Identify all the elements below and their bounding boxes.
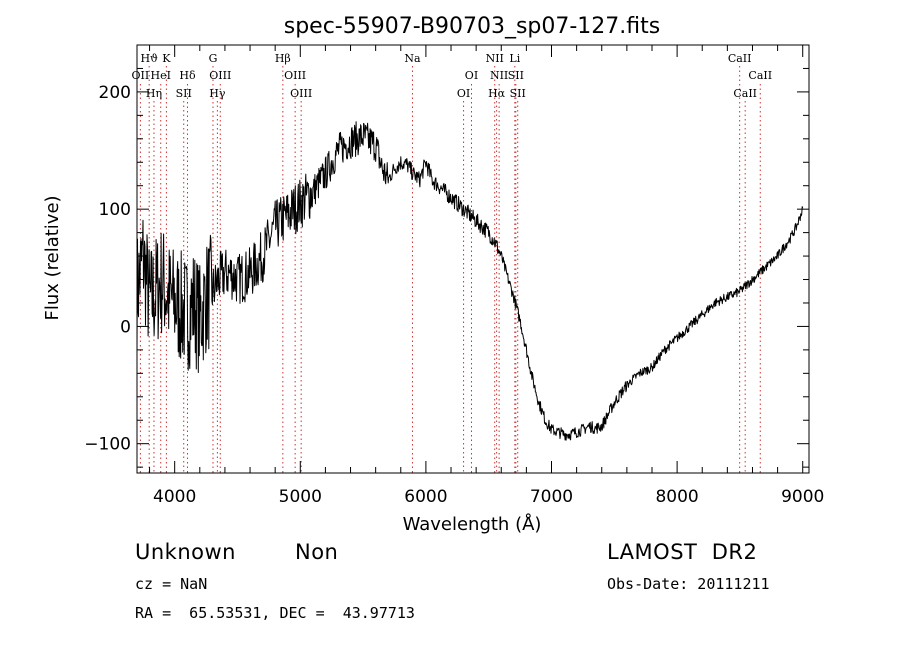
line-marker-label-9: HeI xyxy=(151,69,171,82)
x-tick-label-2: 6000 xyxy=(404,487,447,507)
obs-date-text: Obs-Date: 20111211 xyxy=(607,575,770,593)
line-marker-label-18: SII xyxy=(176,87,192,100)
y-tick-label-2: 100 xyxy=(99,200,131,220)
line-marker-label-14: NII xyxy=(490,69,508,82)
line-marker-label-15: SII xyxy=(508,69,524,82)
line-marker-label-1: K xyxy=(162,52,171,65)
y-tick-label-3: 200 xyxy=(99,83,131,103)
line-marker-label-19: Hγ xyxy=(209,87,226,100)
line-marker-label-3: Hβ xyxy=(275,52,291,65)
line-marker-label-22: Hα xyxy=(488,87,506,100)
x-tick-label-0: 4000 xyxy=(153,487,196,507)
y-tick-label-1: 0 xyxy=(120,317,131,337)
x-axis-label: Wavelength (Å) xyxy=(403,513,542,535)
plot-area: 4000 5000 6000 7000 8000 9000 −100 0 100 200 xyxy=(84,44,824,507)
spectrum-line xyxy=(136,121,804,441)
line-marker-label-23: SII xyxy=(510,87,526,100)
line-marker-label-8: OII xyxy=(132,69,150,82)
object-subclass: Non xyxy=(295,540,339,564)
line-marker-label-24: CaII xyxy=(733,87,757,100)
line-marker-label-13: OI xyxy=(465,69,478,82)
object-class: Unknown xyxy=(135,540,236,564)
line-marker-label-5: NII xyxy=(486,52,504,65)
x-tick-label-1: 5000 xyxy=(279,487,322,507)
x-tick-label-5: 9000 xyxy=(781,487,824,507)
line-marker-label-17: Hη xyxy=(146,87,162,100)
chart-title: spec-55907-B90703_sp07-127.fits xyxy=(284,14,661,39)
line-marker-label-4: Na xyxy=(404,52,421,65)
line-marker-label-12: OIII xyxy=(284,69,306,82)
line-marker-label-7: CaII xyxy=(728,52,752,65)
line-marker-label-0: Hϑ xyxy=(140,52,158,65)
x-tick-label-3: 7000 xyxy=(530,487,573,507)
line-marker-label-6: Li xyxy=(509,52,520,65)
survey-label: LAMOST DR2 xyxy=(607,540,758,564)
redshift-text: cz = NaN xyxy=(135,575,208,593)
line-marker-label-11: OIII xyxy=(209,69,231,82)
y-tick-label-0: −100 xyxy=(84,435,131,455)
line-marker-label-21: OI xyxy=(457,87,470,100)
line-marker-label-16: CaII xyxy=(748,69,772,82)
coordinates-text: RA = 65.53531, DEC = 43.97713 xyxy=(135,604,415,622)
y-axis-label: Flux (relative) xyxy=(42,195,63,320)
x-tick-label-4: 8000 xyxy=(655,487,698,507)
line-marker-label-20: OIII xyxy=(290,87,312,100)
plot-frame xyxy=(136,44,810,474)
line-marker-label-10: Hδ xyxy=(179,69,196,82)
line-marker-label-2: G xyxy=(209,52,218,65)
